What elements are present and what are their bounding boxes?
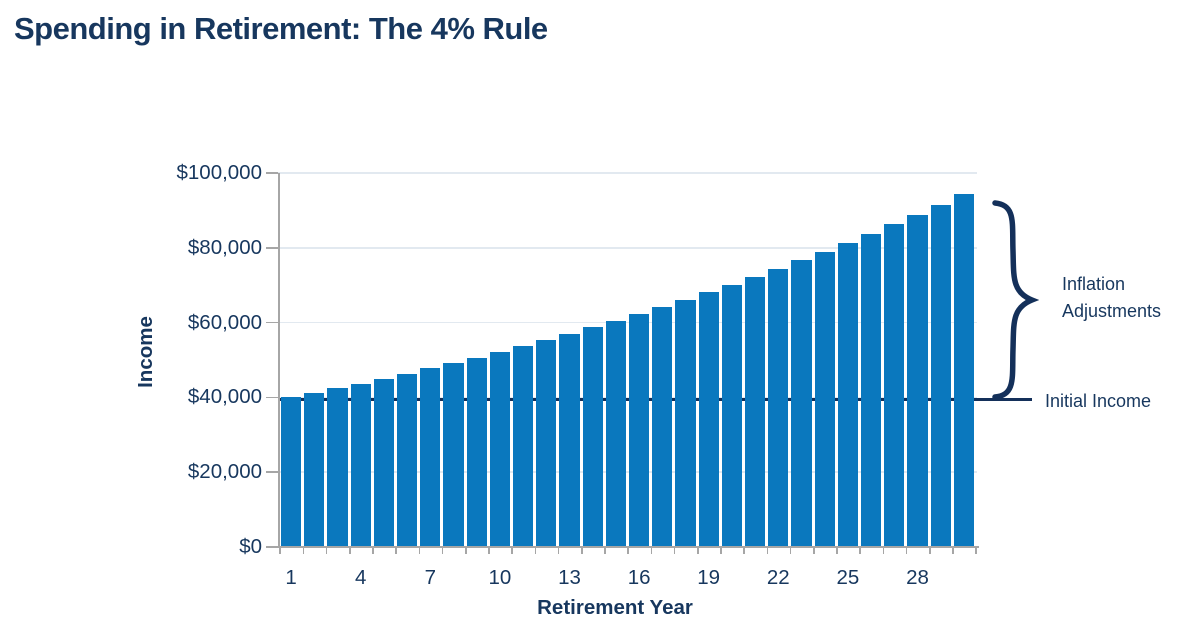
bar-year-8 (443, 363, 464, 547)
y-tick-label: $80,000 (187, 235, 262, 259)
x-tick (650, 548, 653, 554)
bar-year-3 (327, 388, 348, 547)
x-tick (395, 548, 397, 554)
bar-year-20 (721, 284, 742, 547)
x-tick (418, 548, 421, 554)
y-tick-label: $20,000 (187, 460, 262, 484)
x-tick (557, 548, 560, 554)
bar-year-28 (907, 214, 928, 547)
x-tick (279, 548, 281, 554)
x-tick (789, 548, 792, 554)
y-tick (266, 546, 278, 548)
bar-year-13 (559, 333, 580, 547)
x-tick (766, 548, 769, 554)
x-tick-label: 19 (697, 566, 721, 589)
y-tick-label: $0 (239, 535, 262, 558)
x-tick (975, 548, 977, 554)
bar-year-26 (861, 233, 882, 547)
x-tick (372, 548, 374, 554)
bar-year-6 (397, 373, 418, 547)
x-tick (627, 548, 629, 554)
bar-year-15 (605, 320, 626, 547)
x-tick-label: 10 (488, 566, 512, 589)
bar-year-25 (837, 242, 858, 547)
x-tick-label: 13 (558, 566, 581, 589)
x-tick (697, 548, 699, 554)
bar-year-27 (884, 224, 905, 547)
y-tick (266, 172, 278, 174)
gridline (278, 172, 977, 174)
bar-year-5 (373, 378, 394, 547)
bar-year-29 (930, 204, 951, 547)
gridline (278, 396, 977, 399)
x-tick-label: 28 (906, 566, 929, 589)
x-tick (302, 548, 305, 554)
x-tick (836, 548, 838, 554)
bar-year-21 (745, 276, 766, 547)
page-title: Spending in Retirement: The 4% Rule (14, 11, 548, 46)
y-tick (266, 471, 278, 473)
bar-year-17 (652, 306, 673, 547)
y-tick (266, 321, 278, 324)
bar-year-12 (536, 339, 557, 547)
x-tick-label: 25 (836, 566, 860, 589)
bar-year-16 (629, 313, 650, 547)
x-tick (882, 548, 885, 554)
x-tick (929, 548, 931, 554)
bar-year-22 (768, 268, 789, 547)
x-tick-label: 22 (766, 566, 790, 589)
x-tick (488, 548, 490, 554)
x-tick (534, 548, 537, 554)
bar-year-23 (791, 260, 812, 547)
x-tick (720, 548, 722, 554)
bar-year-9 (466, 357, 487, 547)
x-tick (581, 548, 583, 554)
y-tick (266, 396, 278, 399)
x-tick (673, 548, 676, 554)
bar-year-24 (814, 251, 835, 547)
gridline (278, 321, 977, 324)
y-axis-line (278, 173, 280, 547)
x-tick (952, 548, 954, 554)
bar-year-14 (582, 327, 603, 547)
x-tick (859, 548, 861, 554)
x-tick-label: 4 (354, 566, 367, 589)
x-tick (604, 548, 606, 554)
x-tick (905, 548, 908, 554)
x-tick-label: 16 (627, 566, 651, 589)
gridline (278, 247, 977, 249)
y-tick-label: $100,000 (176, 161, 262, 184)
x-tick (813, 548, 815, 554)
y-tick (266, 247, 278, 249)
bar-year-1 (281, 397, 302, 547)
x-tick (743, 548, 745, 554)
gridline (278, 471, 977, 473)
x-tick-label: 7 (424, 566, 436, 589)
y-tick-label: $40,000 (187, 385, 262, 409)
bar-year-19 (698, 292, 719, 547)
bar-year-4 (350, 383, 371, 547)
bar-year-18 (675, 299, 696, 547)
initial-income-label: Initial Income (1045, 391, 1152, 411)
x-axis-title: Retirement Year (537, 596, 693, 619)
x-tick (511, 548, 513, 554)
bar-year-2 (304, 392, 325, 547)
y-tick-label: $60,000 (187, 310, 262, 334)
bar-year-10 (489, 351, 510, 547)
bar-year-7 (420, 368, 441, 547)
x-tick (465, 548, 467, 554)
x-tick (349, 548, 351, 554)
x-tick (325, 548, 328, 554)
x-axis-line (271, 546, 979, 548)
curly-brace-icon (992, 200, 1039, 400)
bar-year-30 (953, 194, 974, 547)
inflation-adjustments-label: Inflation Adjustments (1062, 274, 1162, 321)
x-tick (441, 548, 444, 554)
y-axis-title: Income (134, 316, 157, 388)
bar-year-11 (513, 345, 534, 547)
x-tick-label: 1 (285, 566, 297, 589)
